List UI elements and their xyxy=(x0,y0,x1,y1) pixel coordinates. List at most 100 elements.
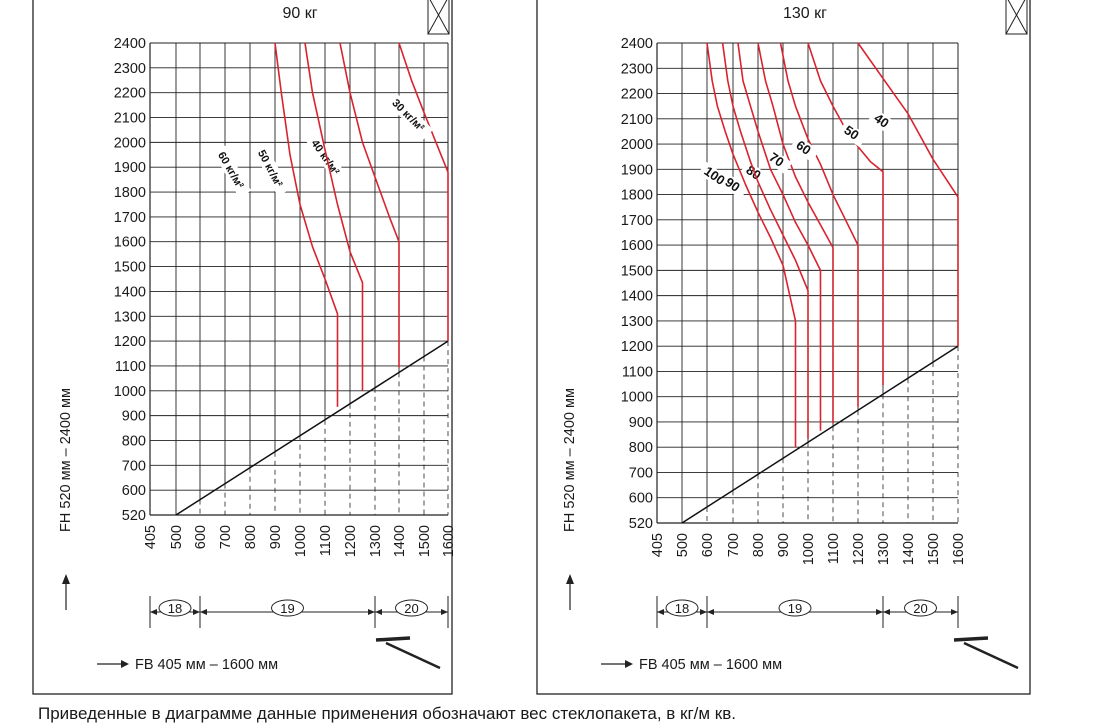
series-label: 50 кг/м² xyxy=(255,148,285,189)
range-arrowhead xyxy=(707,609,714,615)
series-label-backdrop xyxy=(213,145,252,198)
range-badge xyxy=(778,599,812,617)
y-tick-label: 520 xyxy=(629,516,653,532)
x-tick-label: 700 xyxy=(218,525,234,549)
y-tick-label: 1200 xyxy=(621,339,653,355)
range-badge xyxy=(904,599,937,617)
x-tick-label: 800 xyxy=(751,533,767,557)
x-axis-title: FB 405 мм – 1600 мм xyxy=(639,657,782,673)
series-label-backdrop xyxy=(386,92,434,140)
y-tick-label: 2300 xyxy=(621,61,653,77)
x-tick-label: 1300 xyxy=(876,533,892,565)
series-line-2 xyxy=(339,42,400,368)
y-tick-label: 1300 xyxy=(621,314,653,330)
y-axis-arrowhead xyxy=(62,574,70,584)
y-tick-label: 1600 xyxy=(114,235,146,251)
y-tick-label: 700 xyxy=(629,465,653,481)
range-arrowhead xyxy=(375,609,382,615)
y-tick-label: 2000 xyxy=(114,135,146,151)
y-tick-label: 1100 xyxy=(622,364,653,380)
handle-icon xyxy=(953,636,989,642)
range-badge xyxy=(665,599,699,617)
series-label: 60 xyxy=(793,137,813,158)
series-line-5 xyxy=(737,42,822,431)
y-tick-label: 520 xyxy=(122,508,146,524)
y-tick-label: 2200 xyxy=(621,87,653,103)
window-sash-icon xyxy=(1005,0,1028,35)
y-tick-label: 1700 xyxy=(621,213,653,229)
y-tick-label: 2000 xyxy=(621,137,653,153)
range-arrowhead xyxy=(883,609,890,615)
x-tick-label: 500 xyxy=(675,533,691,557)
x-tick-label: 800 xyxy=(243,525,259,549)
x-tick-label: 1000 xyxy=(293,525,309,557)
y-axis-arrowhead xyxy=(566,574,574,584)
y-tick-label: 1000 xyxy=(621,390,653,406)
series-line-3 xyxy=(779,42,859,407)
y-tick-label: 1800 xyxy=(621,188,653,204)
series-label: 50 xyxy=(841,122,861,143)
series-line-2 xyxy=(807,42,884,386)
range-label: 18 xyxy=(675,601,689,616)
range-label: 18 xyxy=(168,601,182,616)
y-tick-label: 1400 xyxy=(114,284,146,300)
y-tick-label: 1100 xyxy=(115,359,146,375)
x-tick-label: 1000 xyxy=(801,533,817,565)
y-tick-label: 2200 xyxy=(114,86,146,102)
y-tick-label: 800 xyxy=(122,433,146,449)
range-badge xyxy=(395,599,428,617)
series-line-7 xyxy=(706,42,797,448)
x-tick-label: 900 xyxy=(268,525,284,549)
range-label: 19 xyxy=(280,601,294,616)
x-tick-label: 1100 xyxy=(826,533,842,564)
range-arrowhead xyxy=(150,609,157,615)
x-tick-label: 1600 xyxy=(441,525,457,557)
x-tick-label: 1200 xyxy=(851,533,867,565)
series-label-backdrop xyxy=(838,120,868,148)
handle-icon-arm xyxy=(385,641,441,670)
range-arrowhead xyxy=(368,609,375,615)
x-axis-arrowhead xyxy=(625,660,633,668)
y-tick-label: 800 xyxy=(629,440,653,456)
y-tick-label: 2400 xyxy=(621,36,653,52)
panel-border xyxy=(536,0,1031,695)
x-tick-label: 1400 xyxy=(901,533,917,565)
series-label: 90 xyxy=(722,174,742,195)
window-sash-icon xyxy=(427,0,450,35)
x-tick-label: 600 xyxy=(700,533,716,557)
series-line-3 xyxy=(304,42,364,391)
x-tick-label: 1300 xyxy=(368,525,384,557)
x-tick-label: 700 xyxy=(726,533,742,557)
y-tick-label: 1900 xyxy=(621,162,653,178)
y-tick-label: 1500 xyxy=(621,263,653,279)
y-tick-label: 1200 xyxy=(114,334,146,350)
y-tick-label: 700 xyxy=(122,458,146,474)
handle-icon xyxy=(375,636,411,642)
window-frame-icon xyxy=(1005,0,1028,35)
range-arrowhead xyxy=(657,609,664,615)
y-tick-label: 2100 xyxy=(621,112,653,128)
x-axis-arrowhead xyxy=(121,660,129,668)
y-tick-label: 2300 xyxy=(114,61,146,77)
x-tick-label: 1500 xyxy=(926,533,942,565)
caption-text: Приведенные в диаграмме данные применени… xyxy=(38,704,736,723)
range-label: 20 xyxy=(913,601,927,616)
range-badge xyxy=(158,599,192,617)
y-tick-label: 1700 xyxy=(114,210,146,226)
y-tick-label: 1600 xyxy=(621,238,653,254)
range-label: 20 xyxy=(404,601,418,616)
y-tick-label: 2100 xyxy=(114,111,146,127)
range-arrowhead xyxy=(700,609,707,615)
handle-icon-arm xyxy=(963,641,1019,670)
chart-title: 90 кг xyxy=(282,5,317,22)
range-arrowhead xyxy=(441,609,448,615)
x-axis-title: FB 405 мм – 1600 мм xyxy=(135,657,278,673)
series-label-backdrop xyxy=(790,135,820,163)
x-tick-label: 1200 xyxy=(343,525,359,557)
range-arrowhead xyxy=(193,609,200,615)
series-line-1 xyxy=(857,42,959,347)
series-label-backdrop xyxy=(763,147,793,175)
x-tick-label: 500 xyxy=(169,525,185,549)
y-tick-label: 1500 xyxy=(114,260,146,276)
